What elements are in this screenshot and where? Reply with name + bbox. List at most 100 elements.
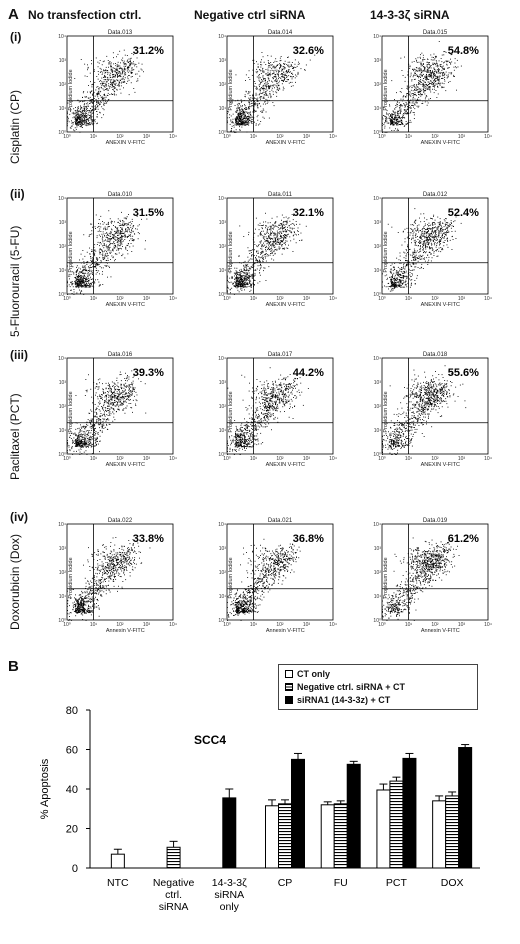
flow-y-axis-label: Propidium Iodide xyxy=(68,391,74,432)
flow-plot-title: Data.012 xyxy=(423,192,448,198)
bar-category-label: FU xyxy=(334,877,348,889)
flow-y-tick-label: 10¹ xyxy=(219,268,227,274)
flow-y-tick-label: 10⁴ xyxy=(218,34,226,40)
flow-y-tick-label: 10² xyxy=(219,244,227,250)
flow-plot-title: Data.019 xyxy=(423,518,448,524)
column-header-negative-siRNA: Negative ctrl siRNA xyxy=(194,8,305,22)
flow-y-tick-label: 10⁴ xyxy=(58,356,66,362)
flow-x-axis-label: ANEXIN V-FITC xyxy=(421,462,460,468)
flow-y-tick-label: 10⁰ xyxy=(373,618,381,624)
flow-y-tick-label: 10² xyxy=(374,244,382,250)
bar-cp-series-1 xyxy=(279,804,292,868)
flow-plot-points xyxy=(67,210,147,295)
flow-y-tick-label: 10⁴ xyxy=(218,196,226,202)
bar-fu-series-0 xyxy=(321,805,334,868)
flow-y-axis-label: Propidium Iodide xyxy=(228,69,234,110)
flow-y-tick-label: 10² xyxy=(374,82,382,88)
flow-plot-title: Data.011 xyxy=(268,192,293,198)
flow-y-tick-label: 10⁴ xyxy=(218,356,226,362)
flow-y-tick-label: 10¹ xyxy=(59,428,67,434)
flow-x-tick-label: 10⁴ xyxy=(329,296,337,302)
flow-plot-points xyxy=(67,537,150,621)
flow-y-tick-label: 10⁰ xyxy=(58,130,66,136)
flow-plot-title: Data.021 xyxy=(268,518,293,524)
column-header-14-3-3z-siRNA: 14-3-3ζ siRNA xyxy=(370,8,450,22)
flow-y-tick-label: 10⁴ xyxy=(373,522,381,528)
flow-plot-points xyxy=(382,208,462,291)
flow-percent-label: 54.8% xyxy=(448,45,479,57)
bar-category-label: siRNA xyxy=(214,889,244,901)
bar-dox-series-0 xyxy=(433,801,446,868)
flow-y-tick-label: 10¹ xyxy=(374,594,382,600)
flow-y-tick-label: 10⁰ xyxy=(373,292,381,298)
flow-y-tick-label: 10⁴ xyxy=(373,196,381,202)
flow-x-tick-label: 10¹ xyxy=(90,456,98,462)
panel-a-letter: A xyxy=(8,6,19,23)
flow-plot-title: Data.013 xyxy=(108,30,133,36)
flow-y-tick-label: 10² xyxy=(219,570,227,576)
flow-percent-label: 55.6% xyxy=(448,367,479,379)
flow-y-tick-label: 10¹ xyxy=(219,594,227,600)
flow-plot-points xyxy=(67,370,146,455)
flow-y-tick-label: 10¹ xyxy=(59,594,67,600)
flow-y-tick-label: 10³ xyxy=(59,380,67,386)
flow-percent-label: 61.2% xyxy=(448,533,479,545)
flow-x-tick-label: 10⁴ xyxy=(169,296,177,302)
flow-y-axis-label: Propidium Iodide xyxy=(68,231,74,272)
flow-y-tick-label: 10⁰ xyxy=(58,452,66,458)
flow-x-axis-label: ANEXIN V-FITC xyxy=(266,462,305,468)
bar-fu-series-1 xyxy=(334,804,347,868)
legend-swatch-ct-only xyxy=(285,670,293,678)
flow-plot-title: Data.018 xyxy=(423,352,448,358)
flow-y-tick-label: 10¹ xyxy=(59,268,67,274)
flow-y-tick-label: 10¹ xyxy=(219,428,227,434)
flow-y-tick-label: 10² xyxy=(219,404,227,410)
flow-x-tick-label: 10⁴ xyxy=(484,456,492,462)
flow-x-axis-label: ANEXIN V-FITC xyxy=(106,462,145,468)
flow-y-tick-label: 10¹ xyxy=(374,268,382,274)
flow-y-tick-label: 10⁰ xyxy=(373,130,381,136)
bar-category-label: only xyxy=(220,901,240,913)
flow-y-tick-label: 10⁰ xyxy=(218,292,226,298)
flow-x-axis-label: ANEXIN V-FITC xyxy=(266,302,305,308)
flow-y-tick-label: 10¹ xyxy=(59,106,67,112)
flow-y-tick-label: 10¹ xyxy=(374,428,382,434)
flow-y-tick-label: 10² xyxy=(374,570,382,576)
flow-y-tick-label: 10⁰ xyxy=(58,292,66,298)
row-label-iii: (iii) xyxy=(10,348,28,362)
flow-plot-title: Data.015 xyxy=(423,30,448,36)
bar-ntc-series-0 xyxy=(111,854,124,868)
row-drug-doxorubicin: Doxorubicin (Dox) xyxy=(8,534,22,630)
flow-percent-label: 32.1% xyxy=(293,207,324,219)
bar-negative-ctrl-sirna-series-1 xyxy=(167,847,180,868)
bar-y-tick-label: 40 xyxy=(66,784,78,796)
flow-y-tick-label: 10³ xyxy=(219,546,227,552)
flow-percent-label: 39.3% xyxy=(133,367,164,379)
bar-pct-series-2 xyxy=(403,758,416,868)
flow-y-tick-label: 10⁴ xyxy=(218,522,226,528)
flow-y-tick-label: 10⁰ xyxy=(218,130,226,136)
flow-percent-label: 36.8% xyxy=(293,533,324,545)
bar-dox-series-2 xyxy=(459,748,472,868)
flow-x-tick-label: 10¹ xyxy=(405,296,413,302)
column-header-no-transfection: No transfection ctrl. xyxy=(28,8,141,22)
flow-y-tick-label: 10³ xyxy=(374,58,382,64)
flow-plot-points xyxy=(227,539,301,621)
flow-x-axis-label: ANEXIN V-FITC xyxy=(266,140,305,146)
flow-y-tick-label: 10³ xyxy=(219,380,227,386)
bar-y-tick-label: 60 xyxy=(66,745,78,757)
flow-y-tick-label: 10³ xyxy=(59,58,67,64)
flow-y-tick-label: 10³ xyxy=(59,220,67,226)
flow-x-axis-label: Annexin V-FITC xyxy=(266,628,305,634)
